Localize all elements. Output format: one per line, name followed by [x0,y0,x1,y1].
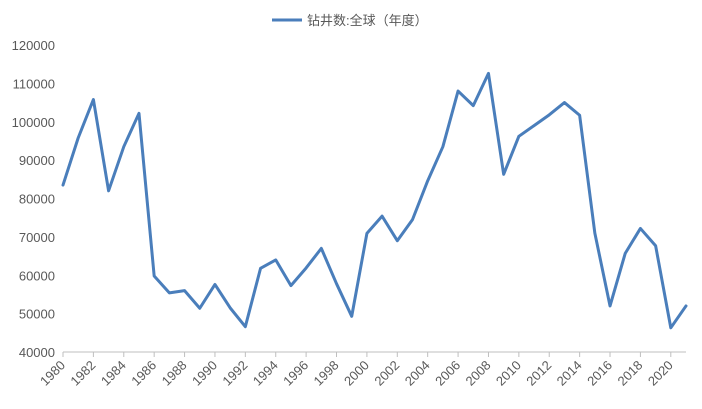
x-tick-label: 2000 [341,358,372,389]
x-tick-label: 2004 [402,358,433,389]
y-tick-label: 40000 [19,345,55,360]
y-tick-label: 70000 [19,230,55,245]
x-tick-label: 2008 [463,358,494,389]
y-tick-label: 80000 [19,192,55,207]
x-tick-label: 1982 [67,358,98,389]
y-axis-tick-labels: 40000 50000 60000 70000 80000 90000 100000 1100… [12,38,55,360]
x-tick-label: 2020 [645,358,676,389]
x-tick-label: 2002 [371,358,402,389]
x-tick-label: 2014 [554,358,585,389]
x-tick-label: 2016 [584,358,615,389]
x-tick-label: 1996 [280,358,311,389]
y-tick-label: 50000 [19,307,55,322]
legend-label: 钻井数:全球（年度） [307,13,428,28]
x-tick-label: 1986 [128,358,159,389]
x-tick-label: 2010 [493,358,524,389]
y-tick-label: 110000 [13,76,55,91]
x-tick-label: 2006 [432,358,463,389]
x-tick-label: 1980 [37,358,68,389]
y-tick-label: 60000 [19,268,55,283]
x-tick-label: 1992 [219,358,250,389]
x-axis-ticks [62,352,672,357]
x-tick-label: 1998 [311,358,342,389]
x-tick-label: 2012 [523,358,554,389]
y-tick-label: 120000 [12,38,55,53]
x-axis-tick-labels: 1980 1982 1984 1986 1988 1990 1992 1994 1996 1998… [37,358,676,389]
x-tick-label: 1984 [98,358,129,389]
legend: 钻井数:全球（年度） [272,13,428,28]
x-tick-label: 1988 [159,358,190,389]
series-line [61,71,688,330]
y-tick-label: 90000 [19,153,55,168]
y-tick-label: 100000 [12,115,55,130]
x-tick-label: 1994 [250,358,281,389]
x-tick-label: 2018 [614,358,645,389]
x-tick-label: 1990 [189,358,220,389]
